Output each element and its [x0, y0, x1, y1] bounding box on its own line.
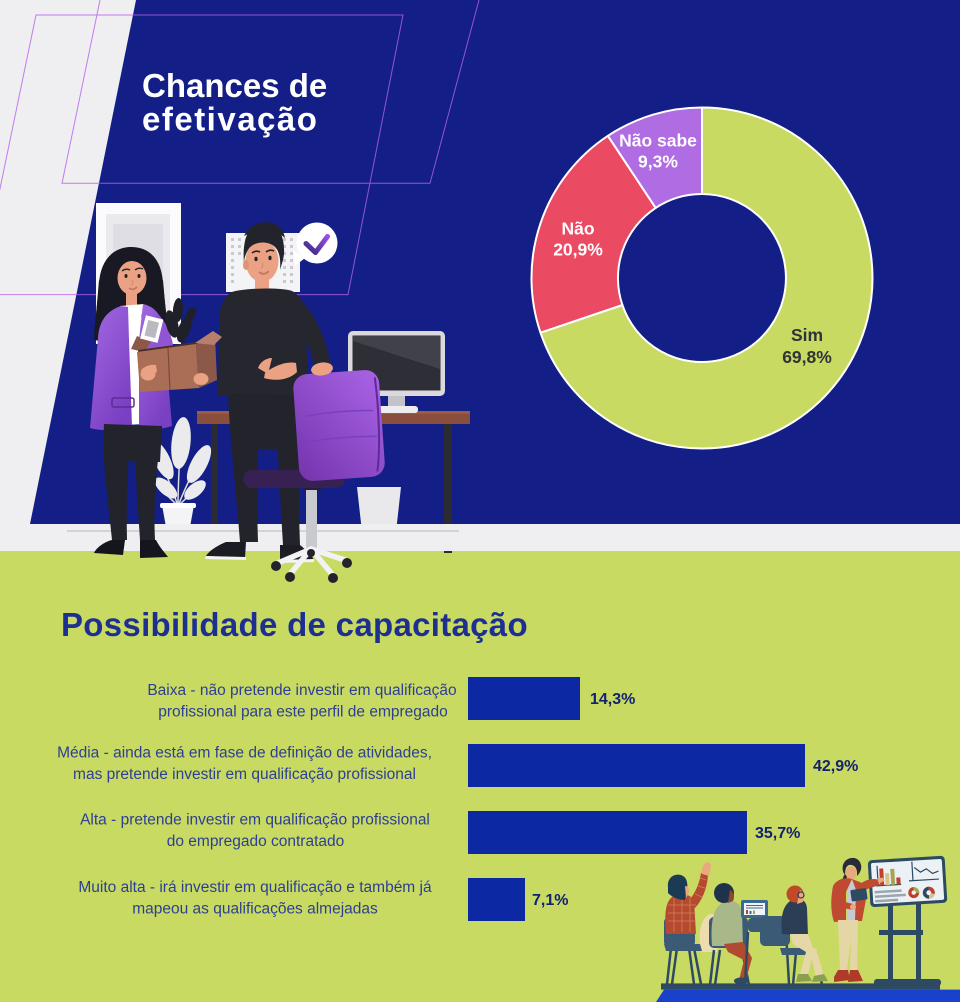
svg-text:7,1%: 7,1%: [532, 892, 568, 909]
svg-text:Baixa - não pretende investir: Baixa - não pretende investir em qualifi…: [147, 682, 456, 699]
svg-text:Média - ainda está em fase de: Média - ainda está em fase de definição …: [57, 745, 432, 762]
svg-text:Não sabe: Não sabe: [619, 131, 697, 151]
svg-text:9,3%: 9,3%: [638, 152, 678, 172]
svg-text:69,8%: 69,8%: [782, 347, 832, 367]
svg-text:Não: Não: [561, 219, 594, 239]
svg-text:Sim: Sim: [791, 325, 823, 345]
svg-text:20,9%: 20,9%: [553, 240, 603, 260]
svg-text:Possibilidade de capacitação: Possibilidade de capacitação: [61, 606, 528, 643]
svg-text:efetivação: efetivação: [142, 101, 318, 138]
svg-text:mapeou as qualificações almeja: mapeou as qualificações almejadas: [132, 901, 378, 918]
svg-text:35,7%: 35,7%: [755, 825, 800, 842]
svg-text:mas pretende investir em quali: mas pretende investir em qualificação pr…: [73, 766, 416, 783]
svg-text:14,3%: 14,3%: [590, 691, 635, 708]
svg-text:do empregado contratado: do empregado contratado: [167, 833, 345, 850]
svg-text:42,9%: 42,9%: [813, 758, 858, 775]
svg-text:profissional para este perfil: profissional para este perfil de emprega…: [158, 704, 448, 721]
svg-text:Muito alta - irá investir em q: Muito alta - irá investir em qualificaçã…: [78, 879, 432, 896]
svg-text:Alta - pretende investir em qu: Alta - pretende investir em qualificação…: [80, 812, 430, 829]
svg-text:Chances de: Chances de: [142, 67, 327, 104]
